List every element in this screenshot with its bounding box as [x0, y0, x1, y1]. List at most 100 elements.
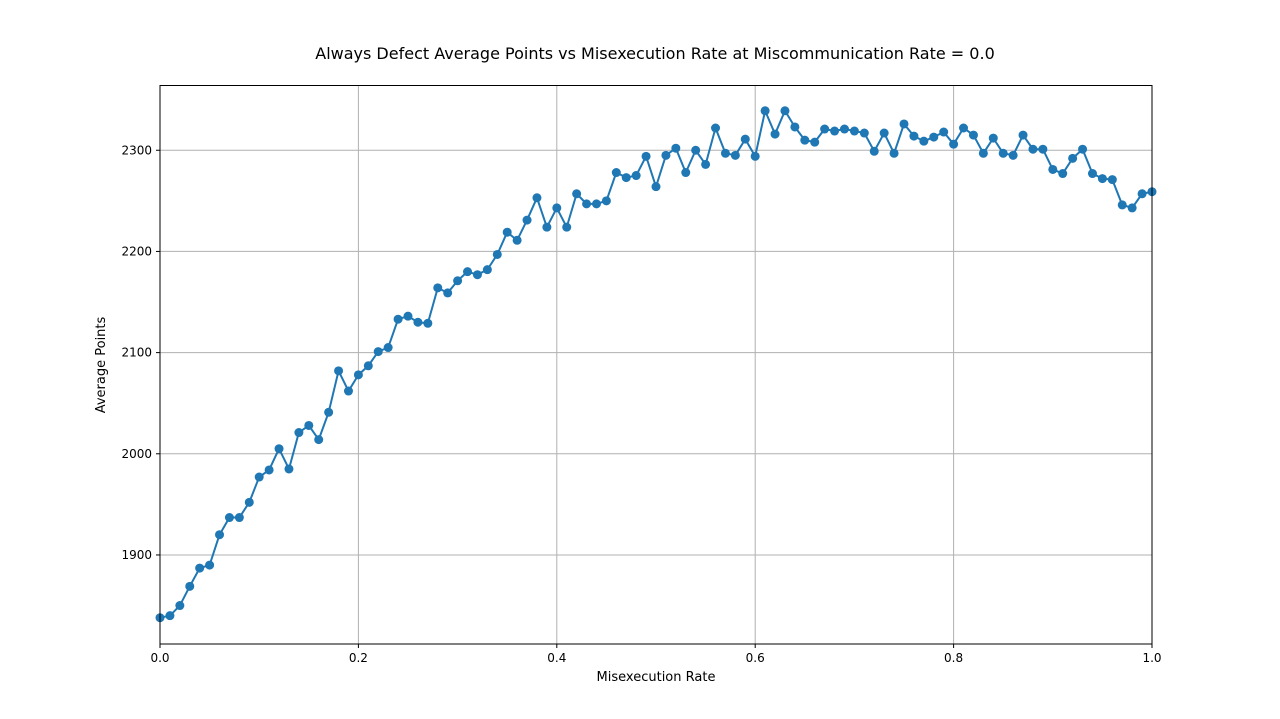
- data-point: [760, 106, 770, 116]
- data-point: [244, 497, 254, 507]
- data-point: [1058, 169, 1068, 179]
- data-point: [730, 150, 740, 160]
- x-tick-label: 0.8: [944, 651, 963, 665]
- data-point: [274, 444, 284, 454]
- y-axis-label: Average Points: [94, 316, 109, 413]
- data-point: [641, 151, 651, 161]
- data-point: [363, 361, 373, 371]
- data-point: [472, 270, 482, 280]
- data-point: [988, 133, 998, 143]
- data-point: [1048, 164, 1058, 174]
- data-point: [532, 193, 542, 203]
- data-point: [691, 145, 701, 155]
- data-point: [681, 168, 691, 178]
- y-axis: 1900 2000 2100 2200 2300: [121, 143, 160, 562]
- data-point: [929, 132, 939, 142]
- data-point: [482, 265, 492, 275]
- data-point: [711, 123, 721, 133]
- data-point: [552, 203, 562, 213]
- series-layer: [155, 106, 1157, 623]
- data-point: [562, 222, 572, 232]
- data-point: [839, 124, 849, 134]
- data-point: [215, 530, 225, 540]
- data-point: [671, 143, 681, 153]
- data-point: [859, 128, 869, 138]
- data-point: [522, 215, 532, 225]
- data-point: [205, 560, 215, 570]
- data-point: [790, 122, 800, 132]
- data-point: [939, 127, 949, 137]
- data-point: [820, 124, 830, 134]
- data-point: [611, 168, 621, 178]
- data-point: [463, 267, 473, 277]
- data-point: [949, 139, 959, 149]
- data-point: [373, 347, 383, 357]
- data-point: [661, 150, 671, 160]
- data-point: [1008, 150, 1018, 160]
- plot-frame: [159, 85, 1153, 645]
- y-tick-label: 2100: [121, 346, 152, 360]
- data-point: [591, 199, 601, 209]
- data-point: [1028, 144, 1038, 154]
- data-point: [720, 148, 730, 158]
- data-point: [324, 407, 334, 417]
- data-point: [631, 171, 641, 181]
- data-point: [601, 196, 611, 206]
- x-tick-label: 1.0: [1142, 651, 1161, 665]
- data-point: [393, 314, 403, 324]
- data-point: [968, 130, 978, 140]
- data-point: [403, 311, 413, 321]
- x-tick-label: 0.4: [547, 651, 566, 665]
- data-point: [800, 135, 810, 145]
- grid-lines: [159, 85, 1153, 644]
- chart-title: Always Defect Average Points vs Misexecu…: [315, 44, 995, 63]
- data-point: [621, 173, 631, 183]
- data-point: [185, 581, 195, 591]
- data-point: [542, 222, 552, 232]
- data-point: [998, 148, 1008, 158]
- data-point: [224, 513, 234, 523]
- data-point: [750, 151, 760, 161]
- data-point: [651, 182, 661, 192]
- data-point: [453, 276, 463, 286]
- data-point: [701, 159, 711, 169]
- y-tick-label: 1900: [121, 548, 152, 562]
- data-point: [1087, 169, 1097, 179]
- y-tick-label: 2000: [121, 447, 152, 461]
- data-point: [284, 464, 294, 474]
- data-point: [423, 318, 433, 328]
- data-point: [889, 148, 899, 158]
- data-point: [1018, 130, 1028, 140]
- y-tick-label: 2200: [121, 244, 152, 258]
- data-point: [433, 283, 443, 293]
- plot-area: [155, 85, 1157, 645]
- data-point: [443, 288, 453, 298]
- data-point: [740, 134, 750, 144]
- data-point: [195, 563, 205, 573]
- data-point: [572, 189, 582, 199]
- data-point: [353, 370, 363, 380]
- x-axis: 0.0 0.2 0.4 0.6 0.8 1.0: [150, 644, 1162, 665]
- data-point: [383, 343, 393, 353]
- data-point: [1107, 175, 1117, 185]
- data-point: [175, 601, 185, 611]
- data-point: [879, 128, 889, 138]
- data-point: [492, 249, 502, 259]
- data-point: [264, 465, 274, 475]
- data-point: [304, 420, 314, 430]
- data-point: [254, 472, 264, 482]
- data-point: [1117, 200, 1127, 210]
- data-point: [343, 386, 353, 396]
- data-point: [502, 227, 512, 237]
- data-point: [294, 428, 304, 438]
- data-point: [830, 126, 840, 136]
- data-point: [849, 126, 859, 136]
- data-point: [234, 513, 244, 523]
- data-point: [1137, 189, 1147, 199]
- x-axis-label: Misexecution Rate: [597, 670, 716, 685]
- data-point: [512, 235, 522, 245]
- data-point: [959, 123, 969, 133]
- data-point: [978, 148, 988, 158]
- data-point: [1127, 203, 1137, 213]
